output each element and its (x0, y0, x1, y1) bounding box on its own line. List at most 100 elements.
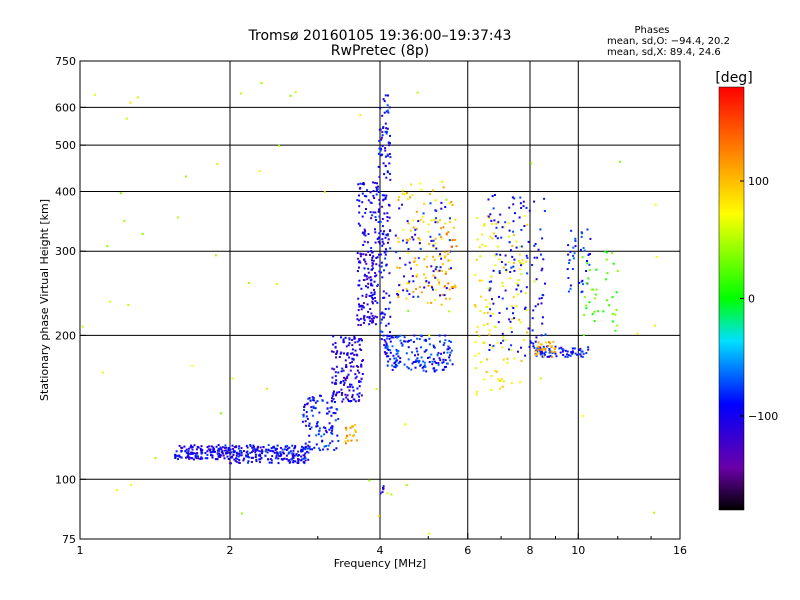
data-point (379, 271, 382, 274)
data-point (561, 348, 564, 351)
data-point (369, 295, 372, 297)
y-tick-label: 500 (55, 139, 76, 152)
data-point (352, 358, 355, 361)
data-point (331, 432, 334, 435)
data-point (333, 368, 336, 371)
data-point (445, 198, 448, 201)
data-point (539, 346, 542, 349)
data-point (398, 196, 400, 199)
data-point (297, 454, 300, 456)
data-point (371, 315, 374, 317)
data-point (288, 459, 291, 462)
data-point (450, 245, 453, 248)
data-point (479, 255, 482, 258)
data-point (512, 265, 515, 268)
data-point (512, 234, 515, 236)
data-point (275, 455, 278, 458)
data-point (391, 364, 394, 367)
data-point (215, 445, 218, 448)
data-point (362, 253, 365, 256)
data-point (358, 205, 361, 208)
data-point (191, 446, 194, 448)
data-point (567, 253, 570, 256)
data-point (529, 340, 532, 343)
data-point (232, 450, 235, 452)
data-point (240, 447, 243, 450)
colorbar-label: [deg] (715, 70, 752, 86)
data-point (345, 442, 347, 445)
data-point (382, 162, 385, 165)
data-point (295, 453, 298, 456)
data-point (418, 242, 421, 245)
data-point (414, 354, 416, 357)
data-point (370, 250, 373, 252)
data-point (590, 288, 593, 291)
data-point (434, 288, 437, 291)
data-point (510, 382, 513, 385)
data-point (366, 303, 369, 306)
data-point (408, 261, 411, 264)
data-point (274, 457, 277, 460)
data-point (481, 233, 483, 236)
data-point (381, 114, 384, 117)
data-point (221, 446, 224, 449)
data-point (326, 448, 329, 451)
data-point (435, 247, 438, 250)
data-point (508, 229, 511, 232)
data-point (283, 448, 286, 451)
data-point (423, 258, 426, 261)
data-point (380, 338, 383, 341)
data-point (498, 272, 501, 274)
data-point (474, 341, 477, 344)
data-point (318, 427, 321, 430)
data-point (500, 261, 503, 263)
data-point (411, 194, 414, 197)
tick-marks (79, 60, 681, 540)
data-point (294, 445, 297, 447)
data-point (356, 318, 359, 321)
stats-heading: Phases (634, 25, 669, 36)
data-point (237, 461, 240, 464)
data-point (444, 272, 447, 275)
data-point (287, 452, 290, 455)
data-point (586, 262, 589, 265)
data-point (406, 365, 409, 368)
data-point (451, 239, 454, 241)
data-point (440, 235, 443, 238)
data-point (504, 263, 507, 266)
data-point (317, 433, 320, 436)
data-point (447, 259, 450, 262)
data-point (367, 233, 370, 235)
x-tick-label: 16 (673, 544, 687, 557)
data-point (383, 230, 385, 233)
data-point (611, 252, 614, 255)
data-point (401, 192, 404, 195)
data-point (568, 262, 570, 264)
data-point (333, 382, 336, 385)
data-point (490, 275, 493, 278)
data-point (232, 453, 235, 456)
data-point (502, 358, 505, 361)
data-point (432, 189, 435, 192)
data-point (378, 152, 381, 155)
data-point (378, 202, 381, 205)
data-point (218, 449, 221, 452)
data-point (445, 365, 447, 368)
data-point (448, 354, 451, 357)
data-point (383, 296, 386, 299)
data-point (246, 446, 249, 449)
data-point (339, 352, 342, 355)
data-point (382, 198, 385, 201)
data-point (368, 323, 371, 326)
data-point (543, 210, 546, 212)
data-point (307, 458, 310, 461)
data-point (308, 424, 310, 427)
data-point (316, 400, 319, 403)
data-point (454, 238, 456, 241)
data-point (359, 348, 362, 351)
data-point (311, 414, 314, 417)
data-point (543, 197, 546, 200)
data-point (535, 336, 538, 339)
data-point (376, 238, 379, 240)
data-point (578, 353, 580, 356)
